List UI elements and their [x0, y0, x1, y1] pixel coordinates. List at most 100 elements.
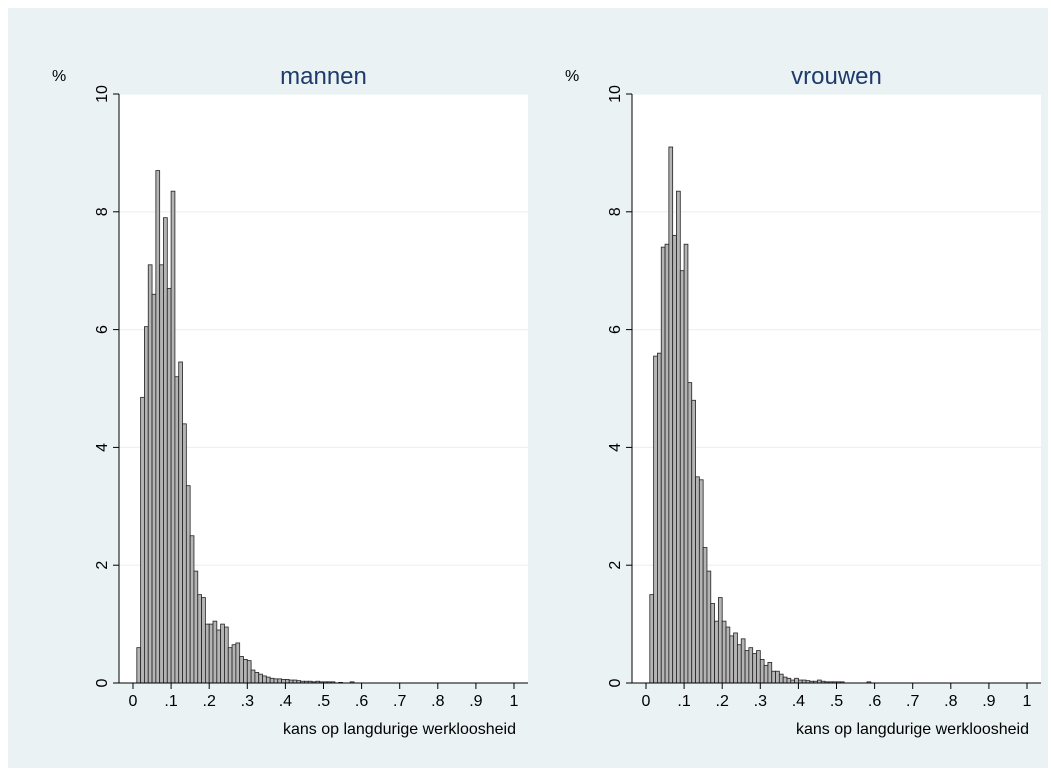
histogram-bar: [189, 535, 195, 684]
histogram-bar: [155, 170, 161, 684]
histogram-bar: [147, 264, 153, 684]
x-tick-label: .5: [317, 693, 330, 710]
histogram-bar: [679, 270, 685, 684]
histogram-bar: [224, 626, 229, 684]
histogram-bar: [231, 644, 237, 684]
x-tick-label: .4: [792, 693, 805, 710]
histogram-bar: [748, 647, 754, 684]
histogram-bar: [250, 669, 256, 684]
y-tick-label: 0: [607, 678, 624, 687]
histogram-bar: [220, 623, 225, 684]
histogram-bar: [193, 570, 199, 684]
y-tick-label: 4: [94, 443, 111, 452]
histogram-bar: [159, 264, 164, 684]
histogram-bar: [691, 399, 696, 684]
histogram-bar: [197, 594, 202, 684]
histogram-bar: [763, 664, 769, 684]
histogram-bar: [767, 661, 773, 684]
figure: 0 2 4 6 8 10 0 .1 .2 .3 .4 .5 .6 .7 .8 .9 1 mannen % ka…: [8, 8, 1048, 768]
histogram-bar: [235, 642, 241, 684]
histogram-bar: [740, 638, 746, 684]
histogram-bar: [239, 656, 244, 684]
x-tick-label: .9: [982, 693, 995, 710]
histogram-bar: [725, 626, 731, 684]
histogram-bar: [695, 476, 700, 684]
y-ticks: 0 2 4 6 8 10: [94, 85, 119, 687]
x-tick-label: .2: [716, 693, 729, 710]
histogram-bar: [744, 650, 750, 684]
histogram-bar: [208, 623, 214, 684]
histogram-bar: [178, 361, 183, 684]
x-tick-label: .3: [754, 693, 767, 710]
y-ticks: 0 2 4 6 8 10: [607, 85, 632, 687]
x-tick-label: .1: [164, 693, 177, 710]
y-tick-label: 10: [94, 85, 111, 103]
histogram-bar: [778, 673, 784, 684]
y-tick-label: 10: [607, 85, 624, 103]
histogram-bar: [151, 293, 157, 684]
x-tick-label: 1: [510, 693, 519, 710]
x-tick-label: .2: [203, 693, 216, 710]
histogram-bar: [714, 620, 719, 684]
histogram-bar: [782, 676, 788, 684]
x-tick-label: .7: [906, 693, 919, 710]
histogram-bar: [717, 597, 723, 684]
x-tick-label: .8: [944, 693, 957, 710]
histogram-figure: 0 2 4 6 8 10 0 .1 .2 .3 .4 .5 .6 .7 .8 .9 1 mannen % ka…: [8, 8, 1048, 768]
y-tick-label: 8: [607, 207, 624, 216]
histogram-bar: [676, 190, 681, 684]
histogram-bar: [752, 653, 757, 684]
histogram-bar: [756, 650, 761, 684]
x-ticks: 0 .1 .2 .3 .4 .5 .6 .7 .8 .9 1: [642, 683, 1032, 710]
y-axis-label: %: [565, 68, 579, 85]
histogram-bar: [246, 660, 252, 684]
x-tick-label: .7: [393, 693, 406, 710]
histogram-bar: [284, 679, 290, 684]
x-tick-label: .5: [830, 693, 843, 710]
histogram-bar: [269, 677, 275, 684]
histogram-bar: [258, 673, 263, 684]
histogram-bar: [702, 547, 708, 684]
histogram-bar: [733, 632, 738, 684]
histogram-bar: [182, 423, 187, 684]
histogram-bar: [668, 146, 674, 684]
x-axis-label: kans op langdurige werkloosheid: [283, 721, 516, 738]
histogram-bar: [277, 678, 282, 684]
y-tick-label: 8: [94, 207, 111, 216]
x-tick-label: .1: [677, 693, 690, 710]
x-tick-label: .3: [241, 693, 254, 710]
histogram-bar: [721, 620, 727, 684]
histogram-bar: [687, 382, 693, 684]
histogram-bar: [706, 570, 712, 684]
y-tick-label: 6: [94, 325, 111, 334]
histogram-bar: [212, 620, 218, 684]
histogram-bar: [185, 485, 191, 684]
y-axis-label: %: [52, 68, 66, 85]
histogram-bar: [672, 234, 677, 684]
histogram-bar: [771, 670, 776, 684]
x-tick-label: .6: [355, 693, 368, 710]
histogram-bar: [243, 659, 248, 684]
histogram-bar: [273, 678, 279, 684]
panel-title: mannen: [280, 63, 367, 90]
histogram-bar: [216, 629, 222, 684]
histogram-bar: [794, 677, 799, 684]
y-tick-label: 6: [607, 325, 624, 334]
histogram-bar: [262, 675, 267, 684]
histogram-bar: [786, 677, 792, 684]
y-tick-label: 2: [607, 561, 624, 570]
histogram-bars: [136, 170, 355, 684]
histogram-bar: [163, 217, 168, 684]
histogram-bar: [227, 647, 233, 684]
x-tick-label: .6: [868, 693, 881, 710]
x-ticks: 0 .1 .2 .3 .4 .5 .6 .7 .8 .9 1: [129, 683, 519, 710]
panel-mannen: 0 2 4 6 8 10 0 .1 .2 .3 .4 .5 .6 .7 .8 .9 1 mannen % ka…: [52, 63, 528, 738]
histogram-bar: [281, 679, 286, 684]
x-tick-label: 0: [129, 693, 138, 710]
histogram-bar: [144, 326, 149, 684]
histogram-bar: [737, 644, 742, 684]
histogram-bar: [664, 243, 670, 684]
x-tick-label: .9: [469, 693, 482, 710]
histogram-bar: [710, 603, 715, 684]
histogram-bar: [759, 659, 765, 684]
